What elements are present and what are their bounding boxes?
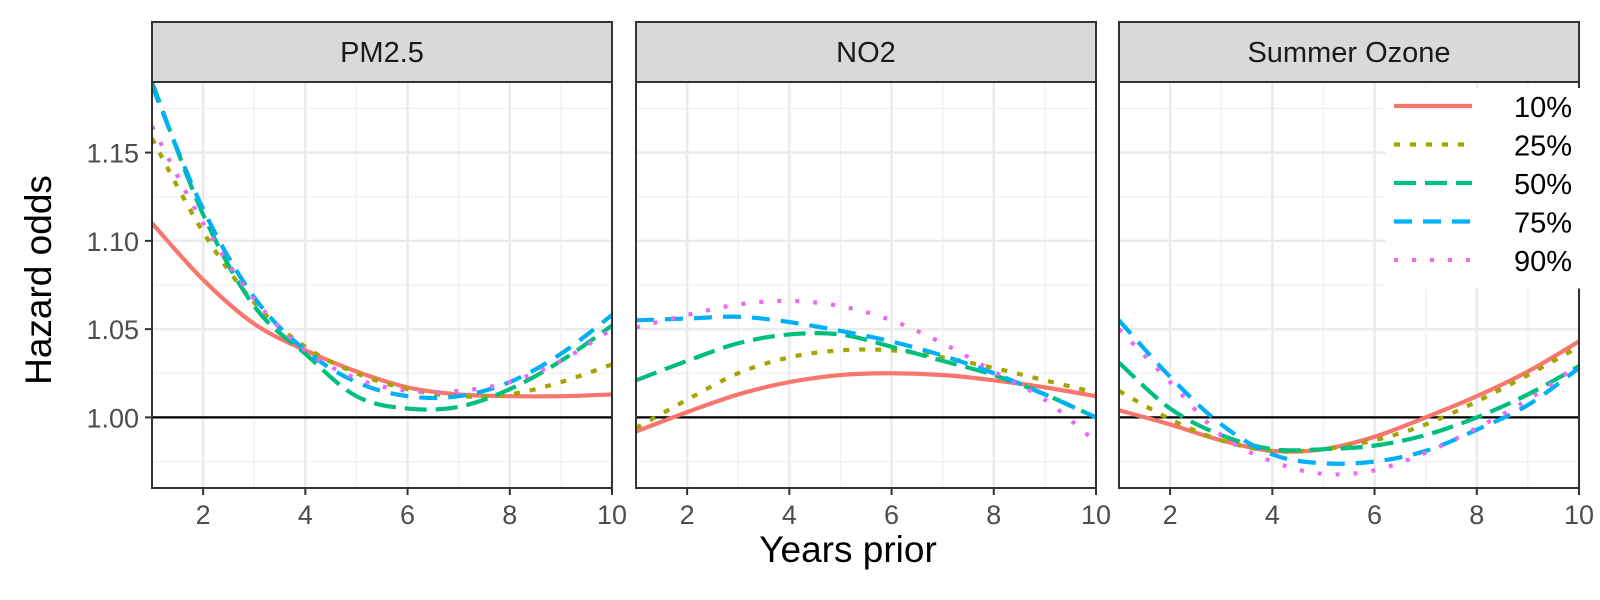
legend-label: 25% (1514, 131, 1572, 163)
legend-entry: 50% (1394, 169, 1572, 201)
legend-label: 75% (1514, 208, 1572, 240)
legend-entry: 75% (1394, 208, 1572, 240)
x-tick-label: 2 (680, 500, 695, 530)
chart-panels: PM2.5 2 4 6 8 10 1.00 1.05 1.10 1.15 NO2 2 4 6 8 10 Summ… (86, 21, 1594, 530)
facet-label: NO2 (836, 37, 896, 69)
legend: 10% 25% 50% 75% 90% (1386, 88, 1586, 289)
y-axis-title: Hazard odds (18, 175, 59, 385)
legend-label: 10% (1514, 92, 1572, 124)
series-line-50pct (636, 331, 1096, 420)
series-line-90pct (636, 298, 1096, 444)
legend-label: 90% (1514, 246, 1572, 278)
series-line-25pct (1119, 344, 1579, 454)
series-line-50pct (152, 82, 612, 412)
x-tick-label: 2 (196, 500, 211, 530)
y-tick-label: 1.05 (86, 315, 139, 345)
series-lines (152, 82, 612, 412)
x-tick-label: 6 (884, 500, 899, 530)
x-tick-label: 8 (986, 500, 1001, 530)
facet-strip (1118, 21, 1580, 83)
y-tick-label: 1.10 (86, 227, 139, 257)
series-line-75pct (152, 84, 612, 401)
legend-entry: 25% (1394, 131, 1572, 163)
series-lines (1119, 318, 1579, 477)
x-tick-label: 6 (400, 500, 415, 530)
facet-strip (151, 21, 613, 83)
x-tick-label: 4 (782, 500, 797, 530)
x-tick-label: 6 (1367, 500, 1382, 530)
x-tick-label: 8 (1469, 500, 1484, 530)
x-tick-label: 10 (1564, 500, 1594, 530)
x-tick-label: 8 (502, 500, 517, 530)
x-axis-title: Years prior (759, 529, 937, 570)
x-tick-label: 2 (1163, 500, 1178, 530)
panel-pm2-5: PM2.5 2 4 6 8 10 1.00 1.05 1.10 1.15 (86, 21, 627, 530)
x-axis-title-group: Years prior (759, 529, 937, 570)
facet-label: PM2.5 (340, 37, 424, 69)
legend-label: 50% (1514, 169, 1572, 201)
panel-no2: NO2 2 4 6 8 10 (635, 21, 1111, 530)
series-line-50pct (1119, 361, 1579, 453)
series-line-75pct (1119, 318, 1579, 466)
legend-background (1386, 88, 1586, 289)
panel-border (635, 81, 1097, 489)
series-line-75pct (636, 314, 1096, 420)
y-axis-title-group: Hazard odds (18, 175, 59, 385)
y-tick-label: 1.15 (86, 139, 139, 169)
series-line-25pct (636, 347, 1096, 430)
series-lines (636, 298, 1096, 444)
x-tick-label: 4 (298, 500, 313, 530)
facet-label: Summer Ozone (1247, 37, 1450, 69)
x-tick-label: 10 (597, 500, 627, 530)
x-tick-label: 10 (1081, 500, 1111, 530)
legend-entry: 10% (1394, 92, 1572, 124)
series-line-90pct (152, 125, 612, 395)
panel-border (151, 81, 613, 489)
y-tick-label: 1.00 (86, 403, 139, 433)
legend-entry: 90% (1394, 246, 1572, 278)
x-tick-label: 4 (1265, 500, 1280, 530)
